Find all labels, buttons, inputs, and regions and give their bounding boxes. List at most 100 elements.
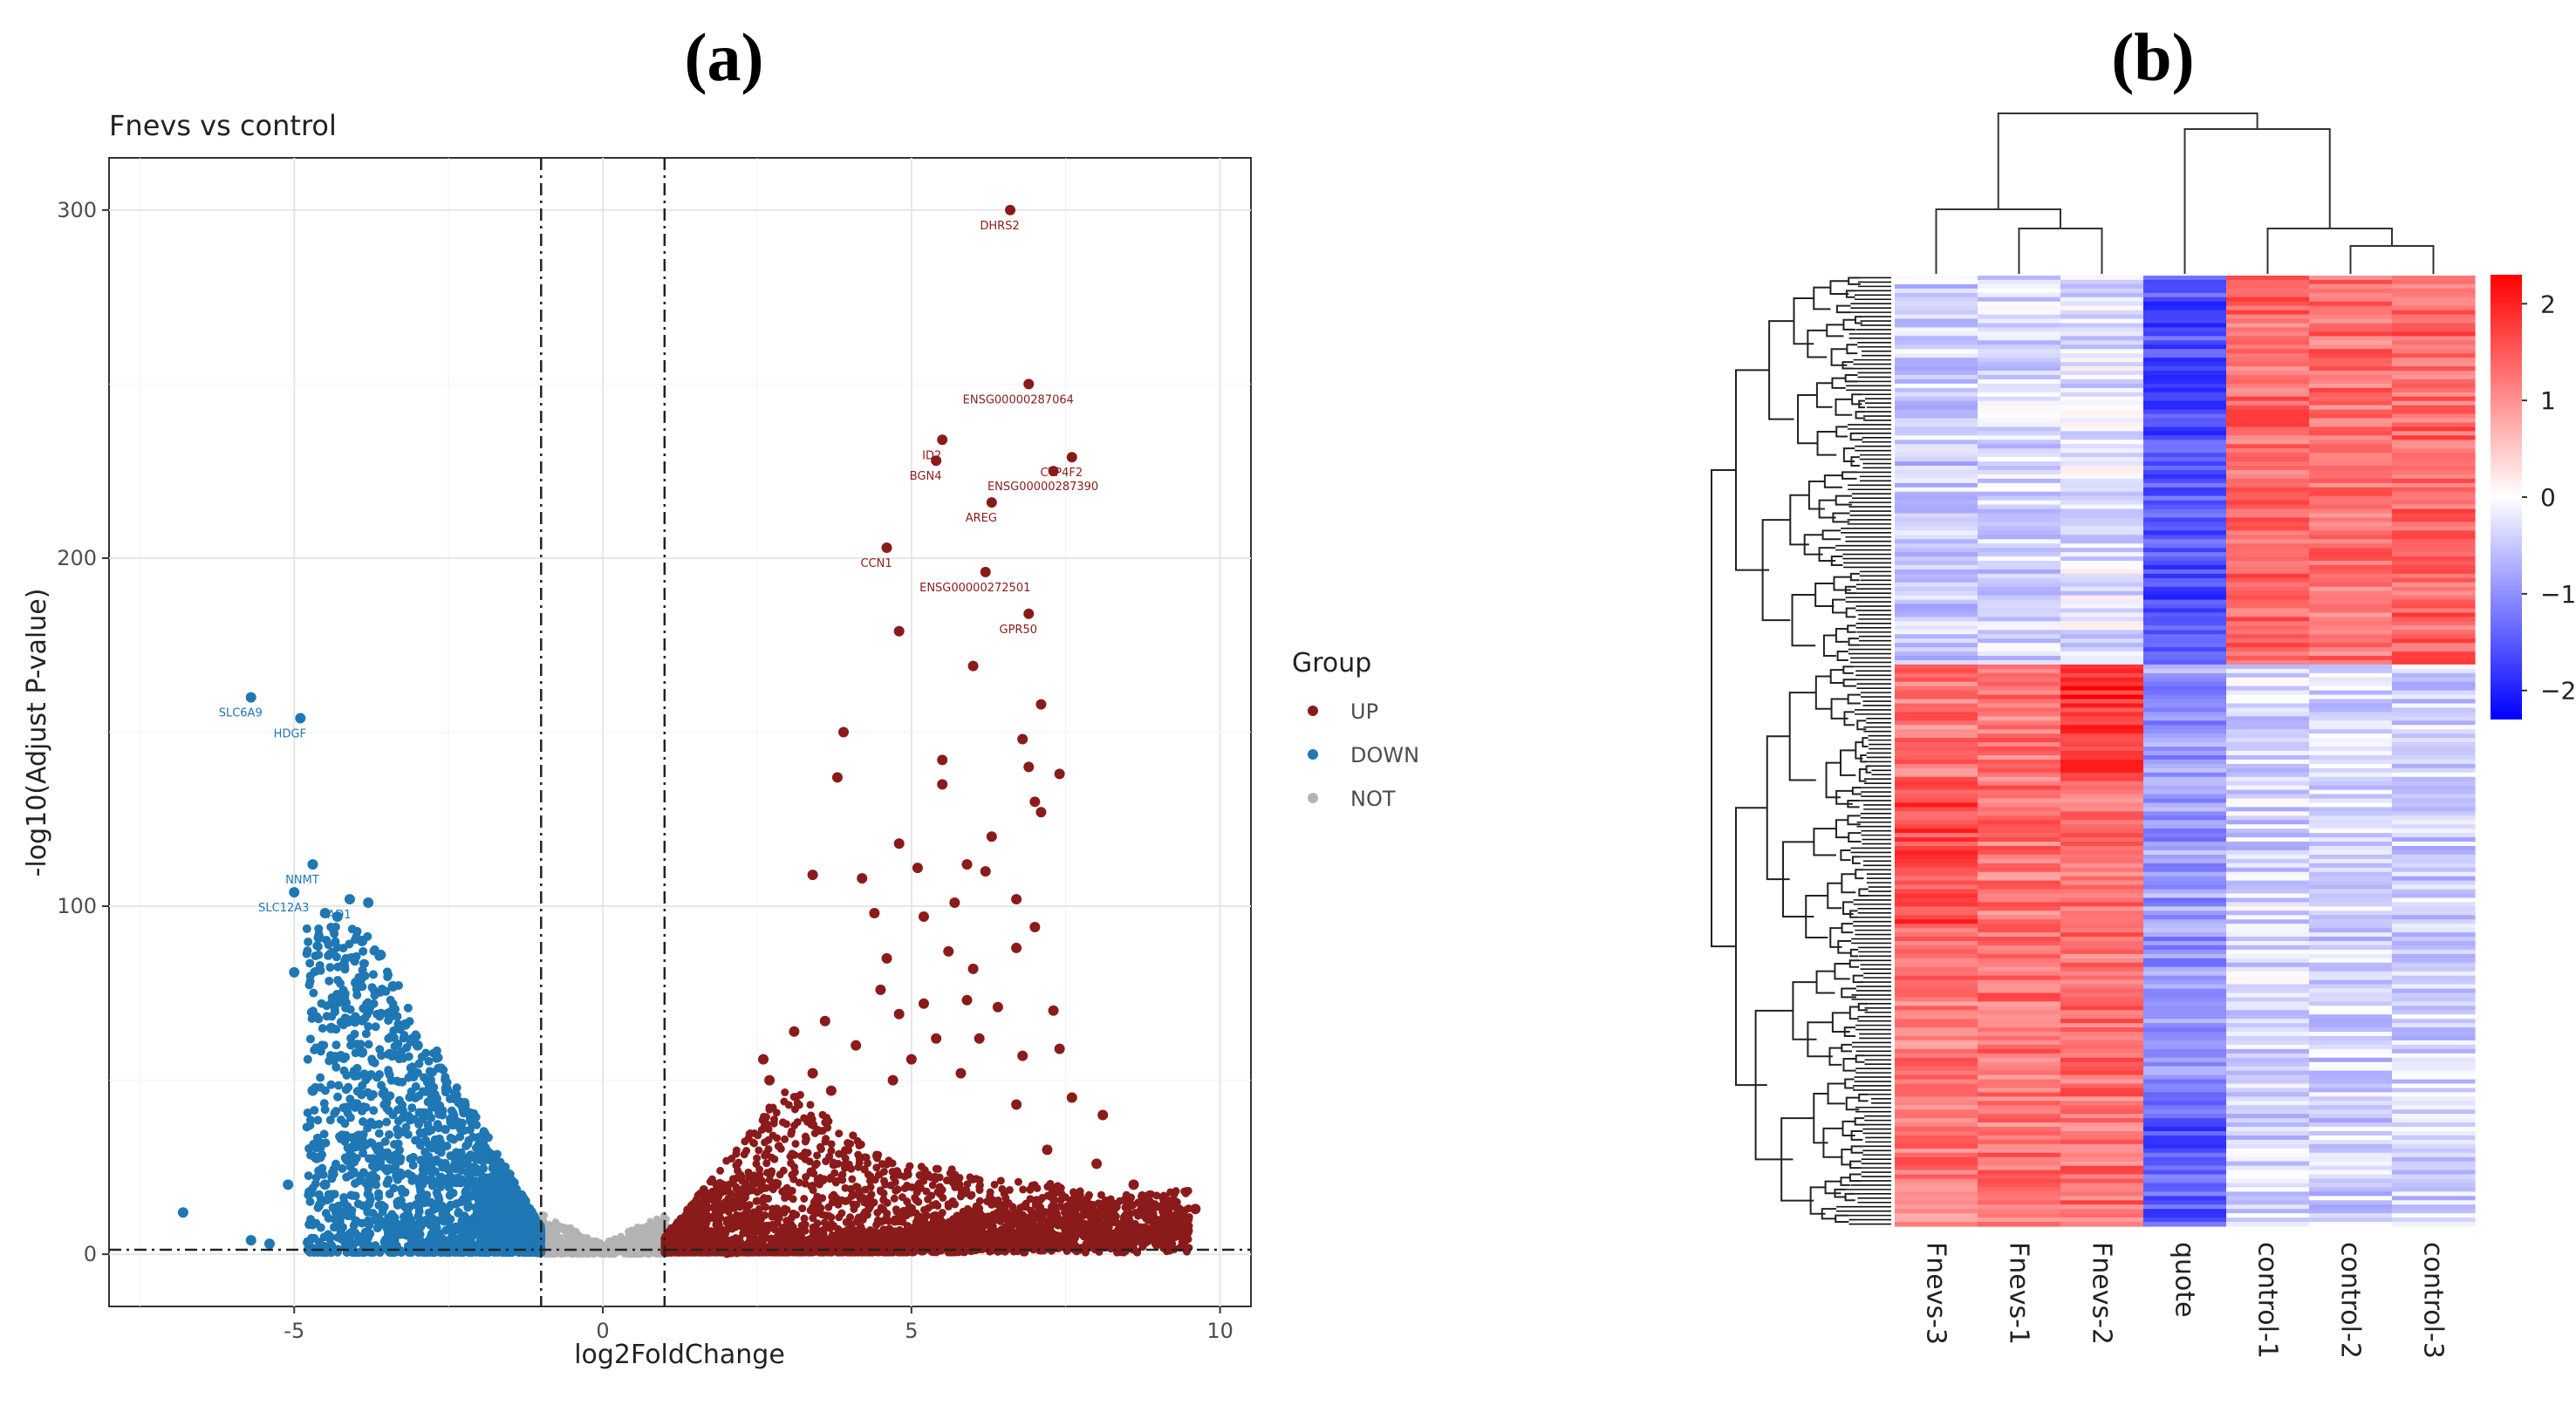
up-point — [1042, 1231, 1051, 1240]
up-point — [807, 1182, 816, 1190]
down-point — [421, 1048, 431, 1058]
not-point — [556, 1233, 564, 1241]
up-point — [716, 1166, 725, 1175]
down-point — [309, 988, 318, 998]
up-point — [873, 1209, 882, 1217]
up-point — [726, 1236, 735, 1245]
up-point — [987, 1224, 995, 1232]
up-point — [917, 1183, 926, 1192]
up-point — [741, 1228, 750, 1237]
up-point — [841, 1183, 850, 1192]
not-point — [632, 1241, 639, 1249]
up-point — [903, 1181, 912, 1190]
up-point — [1170, 1232, 1179, 1241]
up-point — [790, 1150, 799, 1159]
up-point — [1056, 1219, 1064, 1228]
up-point — [1072, 1217, 1081, 1225]
up-point — [1085, 1207, 1094, 1216]
not-point — [652, 1227, 659, 1235]
up-point — [723, 1197, 732, 1206]
not-point — [654, 1236, 662, 1244]
up-point — [742, 1146, 751, 1155]
down-point — [313, 942, 323, 951]
up-point — [769, 1185, 777, 1194]
up-point — [835, 1149, 844, 1158]
up-point — [924, 1170, 933, 1179]
up-point — [830, 1221, 838, 1230]
up-point — [848, 1175, 857, 1183]
up-point — [1046, 1179, 1055, 1188]
up-point — [709, 1213, 718, 1222]
not-point — [552, 1221, 560, 1229]
up-point — [998, 1184, 1007, 1193]
up-point — [1069, 1238, 1077, 1246]
up-point — [807, 1206, 816, 1215]
up-point — [872, 1221, 881, 1230]
up-point — [841, 1197, 850, 1205]
down-point — [389, 1026, 399, 1035]
up-point — [760, 1112, 769, 1121]
up-point — [798, 1237, 807, 1245]
up-point — [931, 1175, 940, 1183]
panel-b-label: (b) — [2111, 19, 2194, 95]
down-point — [333, 1092, 343, 1101]
up-point — [975, 1197, 984, 1205]
up-point — [935, 1189, 944, 1197]
up-point — [990, 1180, 999, 1189]
up-point — [1103, 1214, 1111, 1223]
up-point — [898, 1193, 906, 1202]
up-point — [781, 1135, 789, 1143]
up-point — [811, 1197, 820, 1205]
up-point — [702, 1218, 711, 1227]
up-point — [800, 1194, 809, 1203]
up-point — [1116, 1197, 1124, 1205]
up-point — [907, 1206, 916, 1215]
up-point — [1103, 1228, 1111, 1237]
down-point — [382, 1117, 392, 1127]
up-point — [694, 1222, 703, 1231]
up-point — [824, 1203, 833, 1211]
up-point — [1062, 1237, 1070, 1245]
up-point — [1127, 1235, 1136, 1244]
up-point — [1145, 1202, 1153, 1211]
up-point — [926, 1220, 934, 1229]
up-point — [854, 1163, 863, 1171]
up-point — [914, 1197, 923, 1206]
up-point — [886, 1181, 895, 1190]
up-point — [977, 1214, 986, 1223]
up-point — [1149, 1227, 1158, 1236]
up-point — [1057, 1190, 1066, 1198]
up-point — [762, 1183, 770, 1192]
up-point — [849, 1190, 858, 1198]
up-point — [1001, 1213, 1009, 1222]
up-point — [844, 1139, 852, 1148]
up-point — [950, 1219, 959, 1228]
up-point — [942, 1177, 951, 1185]
up-point — [788, 1238, 796, 1247]
up-point — [994, 1228, 1003, 1237]
up-point — [1063, 1211, 1071, 1219]
not-point — [564, 1224, 572, 1232]
up-point — [758, 1177, 767, 1186]
up-point — [751, 1212, 760, 1221]
up-point — [692, 1196, 700, 1204]
up-point — [1161, 1215, 1170, 1224]
up-point — [762, 1149, 770, 1157]
not-point — [558, 1224, 566, 1232]
up-point — [798, 1204, 807, 1213]
not-point — [593, 1238, 601, 1245]
up-point — [803, 1149, 812, 1157]
up-point — [1069, 1188, 1078, 1197]
up-point — [1180, 1206, 1189, 1215]
up-point — [975, 1241, 984, 1250]
up-point — [919, 1205, 928, 1214]
up-point — [962, 1186, 971, 1195]
up-point — [730, 1198, 739, 1207]
up-point — [1035, 1206, 1043, 1215]
not-point — [622, 1236, 630, 1244]
up-point — [1160, 1224, 1169, 1233]
down-point — [446, 1133, 455, 1142]
up-point — [776, 1170, 784, 1179]
not-point — [646, 1217, 654, 1225]
